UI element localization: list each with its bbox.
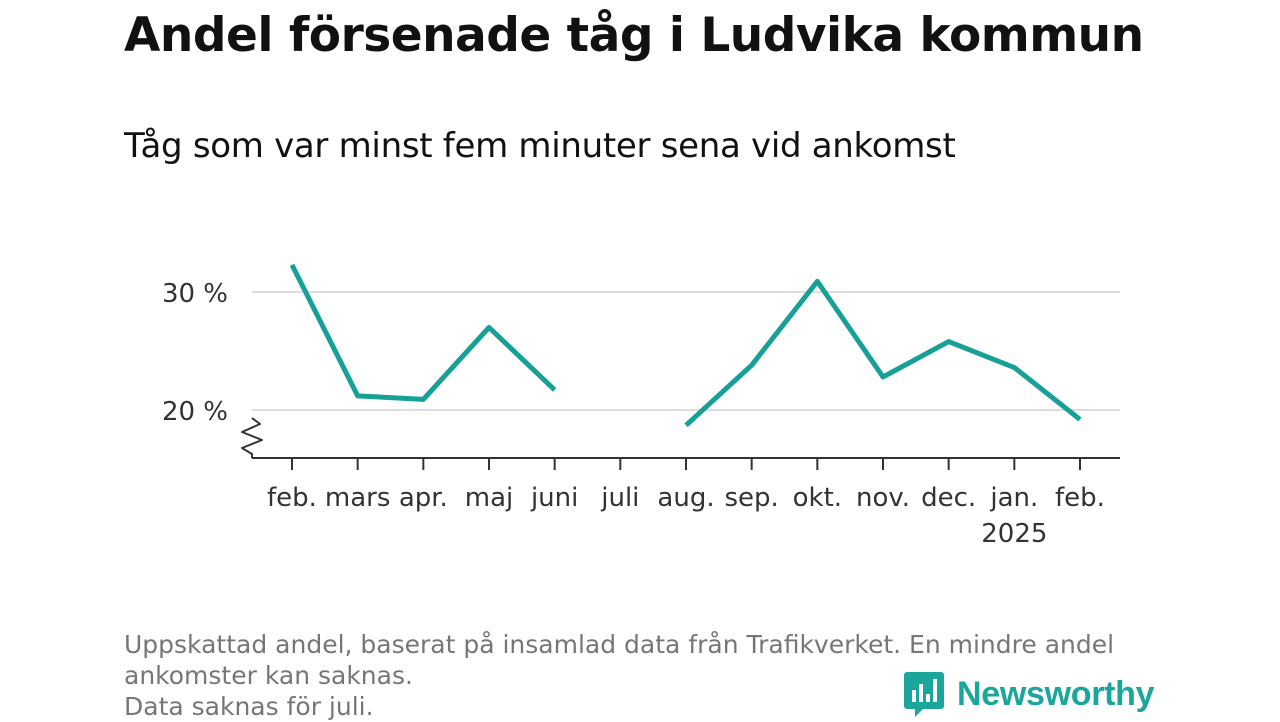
x-tick-label: maj (465, 483, 513, 513)
footnote-line: ankomster kan saknas. (124, 661, 413, 690)
x-tick-sublabel: 2025 (981, 519, 1047, 549)
x-axis (241, 417, 1120, 470)
footnote-line: Uppskattad andel, baserat på insamlad da… (124, 630, 1115, 659)
y-tick-label: 30 % (162, 279, 228, 309)
x-tick-label: okt. (793, 483, 842, 513)
footnote-line: Data saknas för juli. (124, 692, 374, 721)
line-chart: 20 % 30 % feb. mars apr. maj juni juli aug. sep.… (162, 263, 1120, 549)
y-axis-labels: 20 % 30 % (162, 279, 228, 427)
x-tick-label: feb. (1055, 483, 1105, 513)
x-tick-label: sep. (725, 483, 779, 513)
x-tick-label: dec. (921, 483, 976, 513)
x-tick-label: apr. (399, 483, 448, 513)
series-line (289, 263, 557, 402)
footnote: Uppskattad andel, baserat på insamlad da… (124, 629, 1164, 722)
chart-subtitle: Tåg som var minst fem minuter sena vid a… (124, 126, 956, 166)
x-tick-label: feb. (267, 483, 317, 513)
gridlines (252, 291, 1120, 411)
brand-logo: Newsworthy (903, 670, 1155, 718)
x-tick-label: aug. (657, 483, 714, 513)
newsworthy-logo-icon (904, 672, 944, 717)
x-axis-labels: feb. mars apr. maj juni juli aug. sep. okt. nov. d… (267, 483, 1105, 549)
brand-name: Newsworthy (957, 674, 1155, 713)
series-lines (289, 263, 1082, 428)
x-tick-label: jan. (989, 483, 1038, 513)
x-tick-label: juni (530, 483, 578, 513)
x-tick-label: juli (600, 483, 639, 513)
x-tick-label: nov. (856, 483, 910, 513)
x-tick-label: mars (325, 483, 391, 513)
series-line (684, 278, 1082, 428)
chart-title: Andel försenade tåg i Ludvika kommun (124, 8, 1144, 63)
y-tick-label: 20 % (162, 397, 228, 427)
axis-break-mark (241, 417, 263, 458)
